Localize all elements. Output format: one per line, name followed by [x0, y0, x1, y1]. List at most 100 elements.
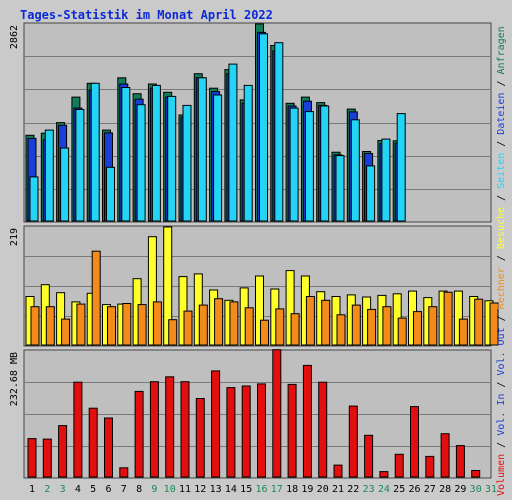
legend-item: Dateien: [496, 93, 507, 135]
x-tick-label: 10: [164, 484, 176, 495]
x-tick-label: 3: [60, 484, 66, 495]
bar-seiten-day-2: [44, 129, 54, 222]
bar-seiten-day-7: [121, 87, 131, 222]
bar-rechner-day-3: [61, 318, 71, 346]
legend-separator: /: [496, 436, 507, 454]
bar-seiten-day-14: [228, 63, 238, 222]
bar-volumen-day-13: [211, 370, 221, 478]
bar-rechner-day-5: [91, 250, 101, 346]
bar-besuche-day-10: [163, 226, 173, 346]
bar-seiten-day-23: [366, 165, 376, 222]
x-tick-label: 16: [255, 484, 267, 495]
bar-seiten-day-13: [213, 94, 223, 222]
bar-seiten-day-24: [381, 138, 391, 222]
x-tick-label: 20: [317, 484, 329, 495]
bar-seiten-day-20: [320, 105, 330, 222]
x-tick-label: 27: [424, 484, 436, 495]
bar-volumen-day-2: [42, 438, 52, 478]
bar-seiten-day-25: [396, 113, 406, 222]
x-tick-label: 15: [240, 484, 252, 495]
bar-rechner-day-20: [321, 299, 331, 346]
x-tick-label: 21: [332, 484, 344, 495]
bar-volumen-day-29: [455, 445, 465, 478]
bar-rechner-day-26: [413, 311, 422, 346]
bar-rechner-day-11: [183, 310, 193, 346]
bar-seiten-day-5: [90, 82, 100, 222]
bar-rechner-day-19: [305, 296, 315, 346]
bar-seiten-day-12: [197, 77, 207, 222]
x-tick-label: 28: [439, 484, 451, 495]
legend-separator: /: [496, 74, 507, 92]
bar-seiten-day-11: [182, 104, 192, 222]
bar-rechner-day-28: [443, 291, 453, 346]
bar-volumen-day-22: [348, 405, 358, 478]
bar-volumen-day-30: [471, 470, 481, 478]
max-label-bottom: 232.68 MB: [9, 352, 20, 406]
x-tick-label: 14: [225, 484, 237, 495]
right-legend: Volumen / Vol. In / Vol. Out / Rechner /…: [496, 26, 507, 496]
x-tick-label: 11: [179, 484, 191, 495]
x-tick-label: 9: [151, 484, 157, 495]
bar-seiten-day-4: [75, 109, 85, 222]
bar-rechner-day-4: [76, 303, 86, 346]
bar-volumen-day-27: [425, 455, 435, 478]
bar-rechner-day-25: [397, 317, 407, 346]
bar-volumen-day-16: [257, 383, 266, 478]
bar-volumen-day-4: [73, 381, 83, 478]
bar-volumen-day-15: [241, 385, 251, 478]
x-tick-label: 26: [408, 484, 420, 495]
bar-seiten-day-9: [151, 84, 161, 222]
bar-rechner-day-24: [382, 306, 392, 346]
bar-rechner-day-30: [474, 298, 484, 346]
x-tick-label: 22: [347, 484, 359, 495]
bar-volumen-day-9: [149, 381, 159, 478]
bar-seiten-day-10: [167, 95, 177, 222]
max-label-top: 2862: [9, 25, 20, 49]
bar-volumen-day-8: [134, 390, 144, 478]
bar-volumen-day-24: [379, 471, 389, 478]
bar-volumen-day-5: [88, 407, 98, 478]
bar-seiten-day-21: [335, 155, 345, 222]
x-tick-label: 29: [454, 484, 466, 495]
legend-separator: /: [496, 189, 507, 207]
bar-seiten-day-15: [243, 84, 253, 222]
bar-seiten-day-16: [259, 33, 268, 222]
max-label-middle: 219: [9, 228, 20, 246]
bar-rechner-day-2: [45, 306, 55, 346]
bar-volumen-day-23: [364, 434, 374, 478]
x-tick-label: 2: [44, 484, 50, 495]
bar-volumen-day-1: [27, 438, 37, 478]
bar-rechner-day-14: [229, 301, 239, 346]
bar-besuche-day-18: [285, 270, 295, 346]
bar-rechner-day-6: [107, 306, 116, 346]
bar-seiten-day-3: [60, 147, 70, 222]
bar-rechner-day-9: [152, 301, 162, 346]
legend-item: Vol. In: [496, 394, 507, 436]
bar-volumen-day-26: [410, 406, 419, 478]
bar-volumen-day-21: [333, 464, 343, 478]
bar-rechner-day-21: [336, 314, 346, 346]
bar-rechner-day-15: [244, 307, 254, 346]
bar-besuche-day-9: [147, 236, 157, 346]
x-tick-label: 1: [29, 484, 35, 495]
bar-seiten-day-22: [350, 119, 360, 222]
x-tick-label: 8: [136, 484, 142, 495]
bar-rechner-day-22: [351, 304, 361, 346]
legend-separator: /: [496, 135, 507, 153]
x-tick-label: 5: [90, 484, 96, 495]
bar-volumen-day-17: [272, 349, 282, 478]
x-tick-label: 13: [210, 484, 222, 495]
bar-besuche-day-29: [453, 290, 463, 346]
bar-rechner-day-31: [489, 302, 499, 346]
x-tick-label: 18: [286, 484, 298, 495]
bar-volumen-day-12: [195, 398, 205, 478]
legend-item: Seiten: [496, 153, 507, 189]
bar-seiten-day-8: [136, 104, 146, 222]
x-tick-label: 7: [121, 484, 127, 495]
legend-separator: /: [496, 376, 507, 394]
legend-item: Besuche: [496, 207, 507, 249]
bar-rechner-day-10: [168, 319, 178, 346]
bar-rechner-day-13: [214, 298, 224, 346]
x-tick-label: 4: [75, 484, 81, 495]
